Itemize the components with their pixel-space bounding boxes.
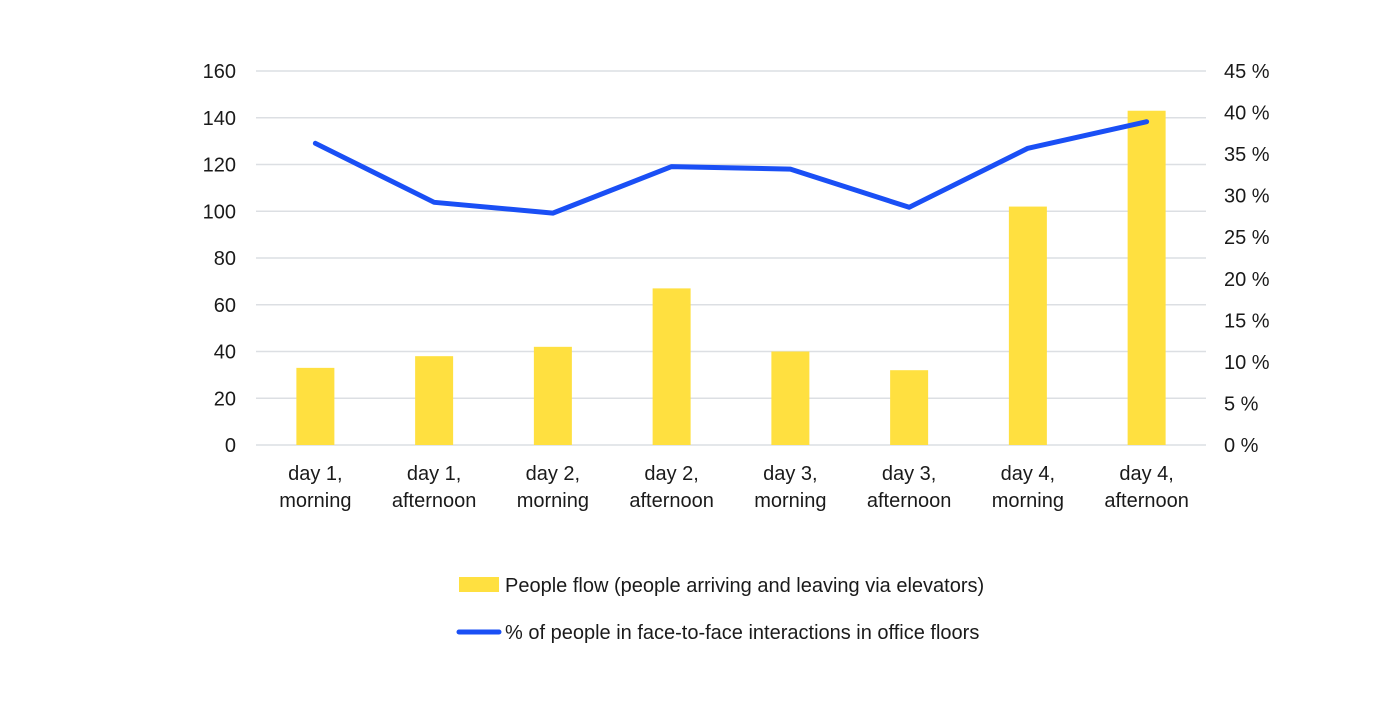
line-series	[315, 122, 1146, 213]
bar	[534, 347, 572, 445]
x-tick-label: morning	[992, 490, 1064, 512]
y2-tick-label: 15 %	[1224, 310, 1270, 332]
y-tick-label: 0	[225, 435, 236, 457]
y-tick-label: 80	[214, 248, 236, 270]
x-tick-label: day 2,	[644, 463, 698, 485]
y-tick-label: 60	[214, 295, 236, 317]
x-tick-label: day 4,	[1119, 463, 1173, 485]
x-tick-label: day 3,	[763, 463, 817, 485]
bar	[415, 356, 453, 445]
x-tick-label: morning	[279, 490, 351, 512]
bar	[296, 368, 334, 445]
y2-tick-label: 0 %	[1224, 435, 1259, 457]
y-tick-label: 120	[203, 155, 236, 177]
y-tick-label: 100	[203, 201, 236, 223]
bar	[771, 352, 809, 446]
legend-bar-swatch	[459, 577, 499, 592]
y-tick-label: 20	[214, 388, 236, 410]
x-tick-label: morning	[754, 490, 826, 512]
y2-tick-label: 40 %	[1224, 103, 1270, 125]
x-tick-label: day 1,	[288, 463, 342, 485]
y2-tick-label: 25 %	[1224, 227, 1270, 249]
y2-tick-label: 10 %	[1224, 352, 1270, 374]
y2-tick-label: 45 %	[1224, 61, 1270, 83]
y-tick-label: 160	[203, 61, 236, 83]
bar	[890, 370, 928, 445]
legend-line-label: % of people in face-to-face interactions…	[505, 622, 979, 644]
x-tick-label: morning	[517, 490, 589, 512]
y2-tick-label: 35 %	[1224, 144, 1270, 166]
x-tick-label: day 3,	[882, 463, 936, 485]
bar	[653, 288, 691, 445]
x-tick-label: afternoon	[392, 490, 477, 512]
y2-tick-label: 20 %	[1224, 269, 1270, 291]
x-tick-label: afternoon	[629, 490, 714, 512]
y-tick-label: 140	[203, 108, 236, 130]
legend-bar-label: People flow (people arriving and leaving…	[505, 575, 984, 597]
bar	[1128, 111, 1166, 445]
x-tick-label: afternoon	[1104, 490, 1189, 512]
x-tick-label: afternoon	[867, 490, 952, 512]
x-tick-label: day 4,	[1001, 463, 1055, 485]
x-tick-label: day 2,	[526, 463, 580, 485]
y-tick-label: 40	[214, 342, 236, 364]
bar	[1009, 207, 1047, 445]
y2-tick-label: 30 %	[1224, 186, 1270, 208]
x-tick-label: day 1,	[407, 463, 461, 485]
y2-tick-label: 5 %	[1224, 393, 1259, 415]
